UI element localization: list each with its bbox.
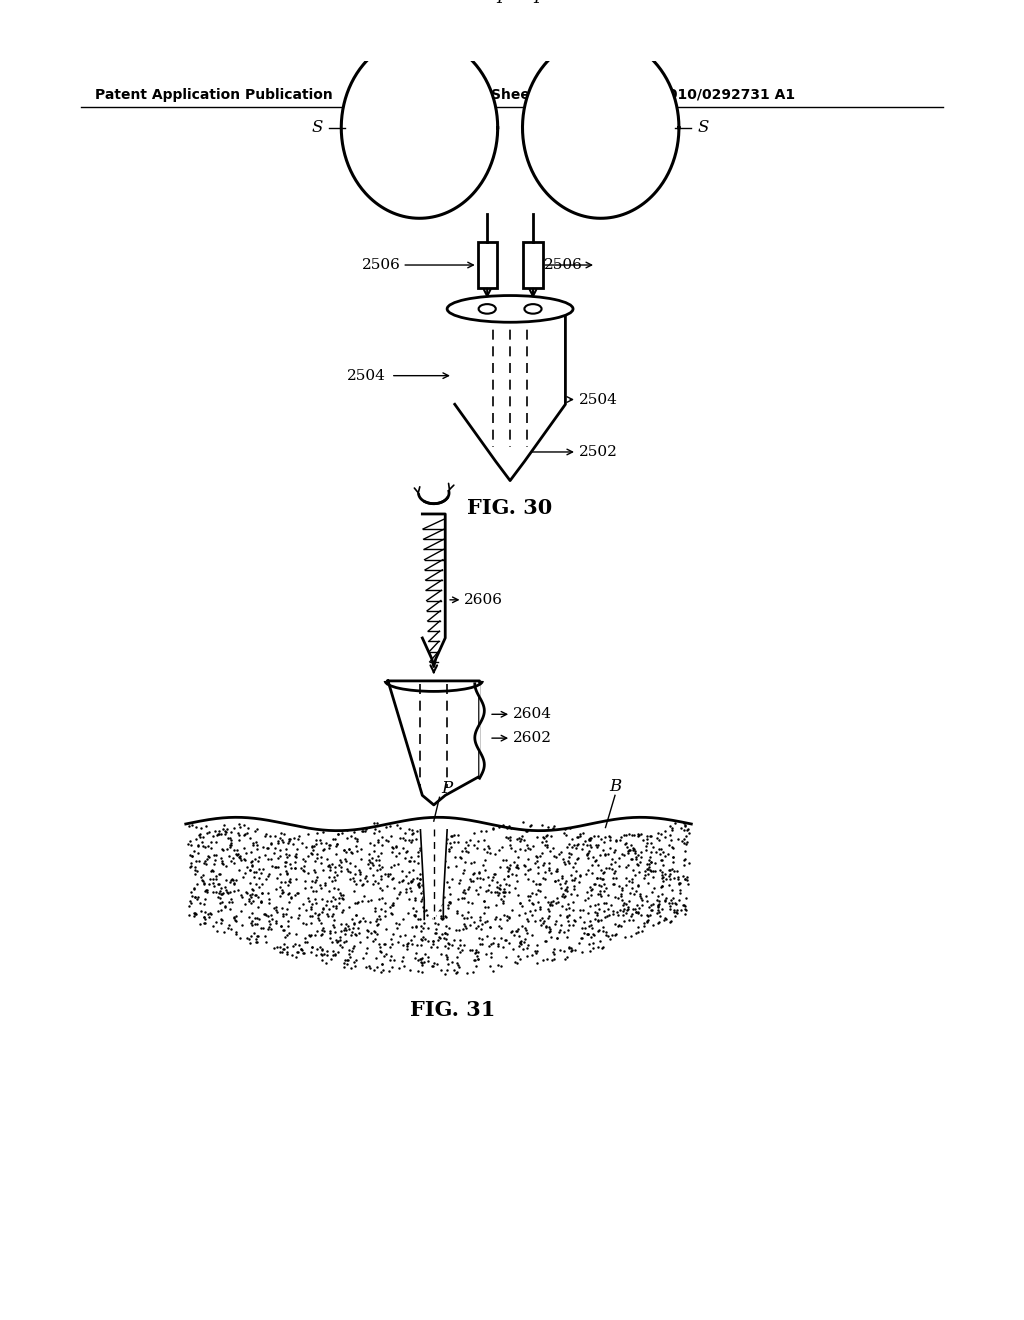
Polygon shape <box>477 242 497 288</box>
Polygon shape <box>427 611 440 620</box>
Polygon shape <box>341 37 498 218</box>
Text: S: S <box>697 119 709 136</box>
Ellipse shape <box>447 296 573 322</box>
Polygon shape <box>388 681 479 805</box>
Polygon shape <box>426 590 441 601</box>
Text: F: F <box>532 0 545 7</box>
Text: Nov. 18, 2010: Nov. 18, 2010 <box>369 87 476 102</box>
Polygon shape <box>424 539 444 549</box>
Text: 2504: 2504 <box>347 368 386 383</box>
Text: FIG. 30: FIG. 30 <box>468 498 553 517</box>
Text: 2506: 2506 <box>361 257 400 272</box>
Polygon shape <box>428 620 440 631</box>
Text: P: P <box>441 780 453 797</box>
Polygon shape <box>423 529 444 539</box>
Text: Sheet 46 of 50: Sheet 46 of 50 <box>492 87 605 102</box>
Text: 2504: 2504 <box>579 392 617 407</box>
Polygon shape <box>455 309 565 480</box>
Text: 2502: 2502 <box>579 445 617 459</box>
Text: B: B <box>609 779 622 796</box>
Text: 2506: 2506 <box>544 257 583 272</box>
Text: 2606: 2606 <box>464 593 504 607</box>
Text: S: S <box>311 119 324 136</box>
Polygon shape <box>421 829 447 919</box>
Polygon shape <box>423 519 445 529</box>
Polygon shape <box>425 570 442 579</box>
Polygon shape <box>429 642 439 652</box>
Polygon shape <box>428 631 439 642</box>
Text: FIG. 31: FIG. 31 <box>411 1001 496 1020</box>
Polygon shape <box>427 601 441 611</box>
Polygon shape <box>522 37 679 218</box>
Polygon shape <box>429 652 438 661</box>
Text: 2602: 2602 <box>513 731 552 744</box>
Polygon shape <box>425 560 443 570</box>
Polygon shape <box>426 579 442 590</box>
Polygon shape <box>523 242 543 288</box>
Text: US 2010/0292731 A1: US 2010/0292731 A1 <box>632 87 796 102</box>
Text: Patent Application Publication: Patent Application Publication <box>95 87 333 102</box>
Text: 2604: 2604 <box>513 708 552 721</box>
Text: F: F <box>497 0 508 7</box>
Polygon shape <box>424 549 443 560</box>
